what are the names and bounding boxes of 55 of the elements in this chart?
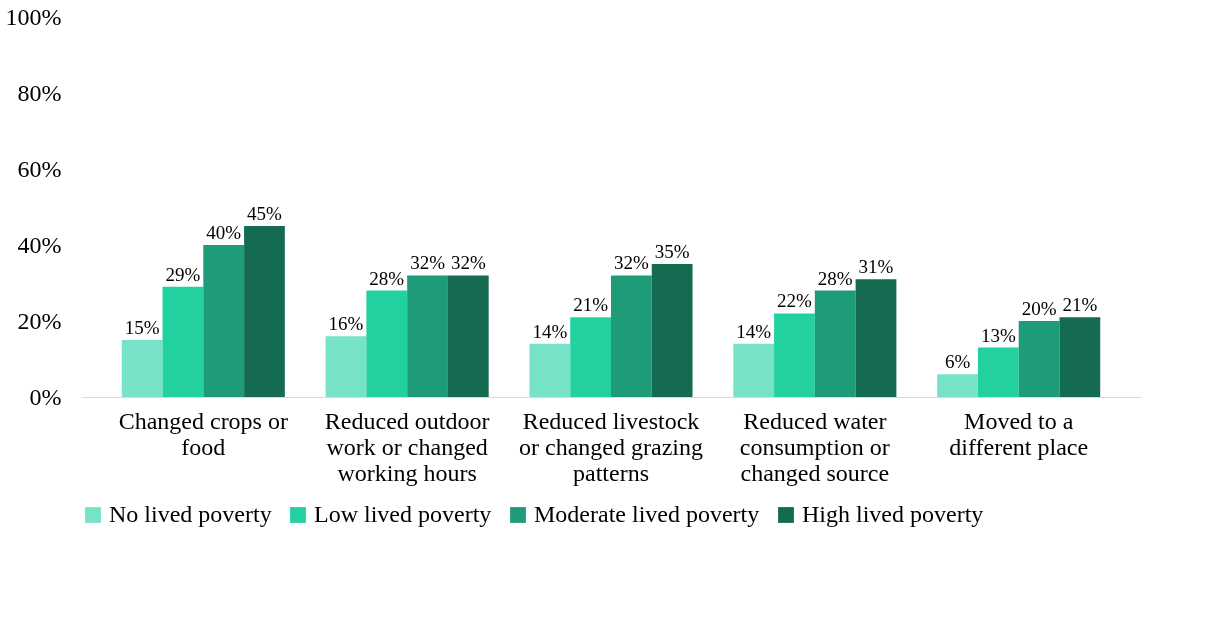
y-tick-label: 100%	[5, 3, 62, 30]
y-tick-label: 40%	[17, 231, 62, 258]
bar	[611, 275, 652, 397]
data-label: 21%	[1062, 294, 1098, 316]
x-tick-label: Changed crops or food	[118, 407, 288, 460]
data-label: 21%	[573, 294, 609, 316]
data-label: 13%	[980, 324, 1016, 346]
bar	[733, 343, 775, 397]
data-label: 16%	[328, 313, 364, 335]
bar	[977, 347, 1019, 397]
legend-label: No lived poverty	[109, 501, 272, 527]
data-label: 28%	[817, 267, 853, 289]
y-tick-label: 0%	[29, 383, 62, 410]
data-label: 40%	[206, 222, 242, 243]
bar	[325, 336, 367, 397]
bar	[814, 290, 856, 397]
y-tick-label: 60%	[17, 155, 62, 182]
bar	[407, 275, 448, 397]
bar	[937, 374, 978, 397]
x-tick-label: Moved to a different place	[949, 407, 1089, 460]
bar	[855, 279, 897, 397]
data-label: 29%	[165, 263, 201, 285]
legend-label: Moderate lived poverty	[534, 501, 760, 527]
data-label: 45%	[247, 203, 283, 224]
x-tick-label: Reduced outdoor work or changed working hours	[324, 407, 490, 486]
bar	[529, 343, 571, 397]
bar	[651, 264, 693, 397]
legend-label: High lived poverty	[802, 501, 984, 527]
data-label: 35%	[654, 241, 690, 262]
bar	[244, 226, 285, 397]
data-label: 32%	[410, 252, 446, 274]
bar	[570, 317, 611, 397]
data-label: 15%	[124, 317, 160, 338]
data-label: 28%	[369, 267, 405, 289]
data-label: 32%	[613, 252, 649, 274]
y-tick-label: 80%	[17, 79, 62, 106]
legend-label: Low lived poverty	[314, 501, 492, 527]
bar	[203, 245, 245, 397]
data-label: 31%	[858, 256, 894, 278]
bar	[1018, 321, 1060, 397]
bar	[447, 275, 489, 397]
data-label: 14%	[736, 320, 772, 342]
data-label: 6%	[944, 351, 971, 373]
x-tick-label: Reduced livestock or changed grazing patterns	[519, 407, 703, 486]
y-tick-label: 20%	[17, 307, 62, 334]
bar	[1059, 317, 1101, 397]
bar	[366, 290, 408, 397]
x-tick-label: Reduced water consumption or changed source	[739, 407, 890, 486]
bar	[162, 286, 204, 397]
data-label: 22%	[777, 290, 813, 312]
bar	[121, 340, 163, 397]
data-label: 32%	[450, 252, 486, 274]
data-label: 14%	[532, 320, 568, 342]
data-label: 20%	[1021, 298, 1057, 319]
bar	[774, 313, 815, 397]
